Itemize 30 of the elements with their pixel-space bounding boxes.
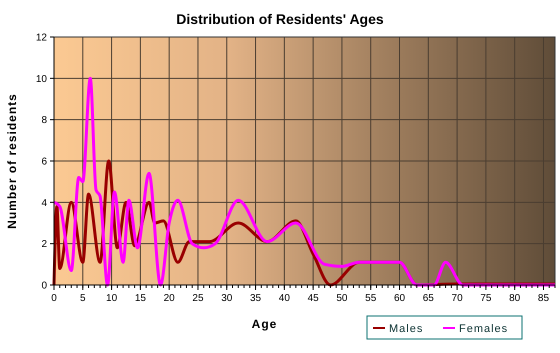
- y-tick-label: 8: [41, 115, 48, 126]
- y-tick-label: 12: [36, 32, 48, 44]
- x-tick-label: 0: [51, 293, 58, 304]
- y-tick-label: 2: [41, 239, 48, 250]
- x-tick-label: 35: [250, 293, 262, 304]
- x-tick-label: 85: [538, 293, 550, 304]
- x-tick-label: 70: [452, 293, 464, 304]
- x-tick-label: 20: [164, 293, 176, 304]
- x-tick-label: 50: [336, 293, 348, 304]
- x-tick-label: 65: [422, 293, 434, 304]
- x-tick-label: 45: [308, 293, 320, 304]
- x-tick-label: 60: [394, 293, 406, 304]
- x-tick-label: 75: [480, 293, 492, 304]
- x-tick-label: 30: [221, 293, 233, 304]
- y-tick-label: 4: [41, 198, 48, 209]
- y-tick-label: 6: [41, 156, 48, 168]
- x-tick-label: 5: [80, 293, 86, 304]
- x-tick-label: 40: [278, 293, 290, 304]
- x-axis-title: Age: [252, 317, 278, 331]
- x-tick-label: 80: [509, 293, 521, 304]
- y-axis-title: Number of residents: [5, 93, 19, 229]
- x-tick-label: 10: [106, 293, 118, 304]
- y-tick-label: 0: [41, 280, 48, 292]
- y-tick-label: 10: [36, 74, 48, 85]
- x-tick-label: 25: [192, 293, 204, 304]
- legend-label: Females: [459, 323, 508, 335]
- legend-label: Males: [389, 323, 424, 335]
- chart-title: Distribution of Residents' Ages: [176, 11, 384, 27]
- x-tick-label: 15: [134, 293, 146, 304]
- x-tick-label: 55: [365, 293, 377, 304]
